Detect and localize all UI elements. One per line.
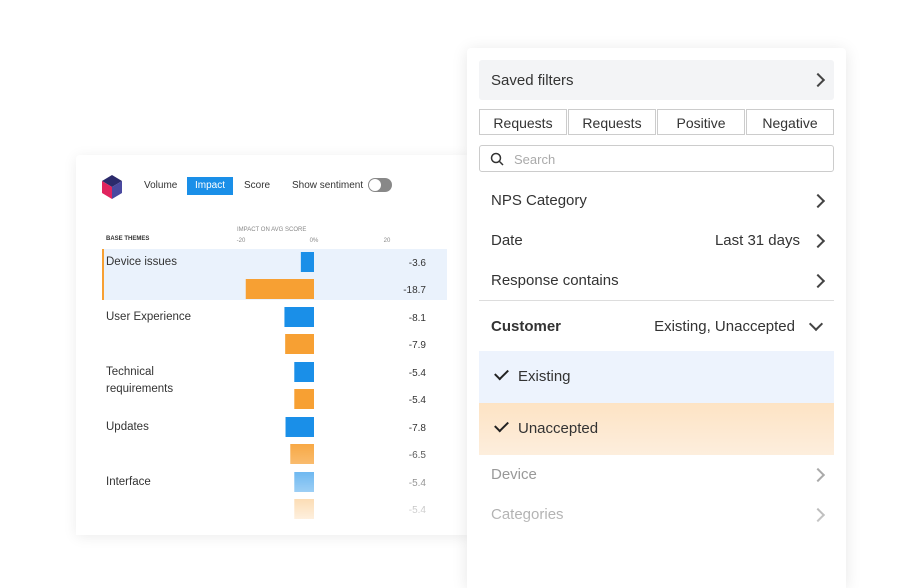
option-label: Existing bbox=[518, 368, 571, 385]
search-box[interactable]: Search bbox=[479, 145, 834, 172]
filter-value: Last 31 days bbox=[714, 232, 800, 249]
axis-title: IMPACT ON AVG SCORE bbox=[237, 227, 307, 233]
axis-tick-label: 20 bbox=[384, 238, 391, 244]
tab[interactable]: Positive bbox=[657, 109, 745, 135]
chevron bbox=[810, 467, 826, 483]
fade bbox=[467, 488, 846, 588]
filter-panel: Saved filters Requests Requests Positive Ne… bbox=[467, 48, 846, 588]
search-placeholder: Search bbox=[514, 152, 556, 167]
impact-bar bbox=[285, 334, 314, 354]
customer-option[interactable]: Existing bbox=[479, 351, 834, 403]
filter-label[interactable]: Response contains bbox=[491, 272, 619, 289]
impact-bar bbox=[285, 417, 314, 437]
theme-name: Interface bbox=[106, 476, 151, 488]
tab[interactable]: Requests bbox=[568, 109, 656, 135]
axis-tick-label: 0% bbox=[310, 238, 319, 244]
checkmark bbox=[494, 365, 509, 381]
impact-value: -5.4 bbox=[409, 368, 427, 379]
impact-value: -7.8 bbox=[409, 423, 427, 434]
filter-label[interactable]: NPS Category bbox=[491, 192, 587, 209]
filter-label[interactable]: Device bbox=[491, 466, 537, 483]
chevron bbox=[810, 72, 826, 88]
tab[interactable]: Requests bbox=[479, 109, 567, 135]
themes-header: BASE THEMES bbox=[106, 236, 150, 242]
impact-value: -3.6 bbox=[409, 258, 427, 269]
view-toggle[interactable]: Score bbox=[244, 180, 271, 191]
theme-name: User Experience bbox=[106, 311, 192, 323]
option-label: Unaccepted bbox=[518, 420, 599, 437]
chevron-down[interactable] bbox=[808, 316, 824, 332]
saved-filters[interactable]: Saved filters bbox=[479, 60, 834, 100]
filter-label[interactable]: Date bbox=[491, 232, 523, 249]
divider bbox=[479, 300, 834, 301]
checkmark bbox=[494, 417, 509, 433]
view-toggle[interactable]: Impact bbox=[187, 177, 234, 195]
logo bbox=[102, 175, 122, 199]
axis-tick-label: -20 bbox=[237, 238, 246, 244]
theme-name: Technical requirements bbox=[106, 366, 174, 395]
impact-value: -5.4 bbox=[409, 395, 427, 406]
chevron bbox=[810, 193, 826, 209]
sentiment-switch[interactable] bbox=[368, 178, 392, 192]
impact-value: -7.9 bbox=[409, 340, 427, 351]
impact-bar bbox=[245, 279, 314, 299]
fade bbox=[76, 435, 470, 535]
chevron bbox=[810, 233, 826, 249]
impact-value: -8.1 bbox=[409, 313, 427, 324]
tab[interactable]: Negative bbox=[746, 109, 834, 135]
impact-bar bbox=[294, 362, 314, 382]
theme-name: Device issues bbox=[106, 256, 177, 268]
chevron bbox=[810, 273, 826, 289]
impact-value: -18.7 bbox=[403, 285, 426, 296]
saved-filters-label: Saved filters bbox=[491, 72, 574, 89]
impact-bar bbox=[300, 252, 314, 272]
impact-bar bbox=[294, 389, 314, 409]
theme-name: Updates bbox=[106, 421, 149, 433]
search-icon bbox=[490, 152, 504, 166]
sentiment-label: Show sentiment bbox=[292, 180, 364, 191]
customer-value: Existing, Unaccepted bbox=[654, 318, 795, 335]
customer-label: Customer bbox=[491, 318, 562, 335]
view-toggle[interactable]: Volume bbox=[144, 180, 178, 191]
impact-bar bbox=[284, 307, 314, 327]
impact-card: Volume Impact Score Show sentiment BASE TH… bbox=[76, 155, 470, 535]
customer-option[interactable]: Unaccepted bbox=[479, 403, 834, 455]
page: Volume Impact Score Show sentiment BASE TH… bbox=[76, 60, 846, 588]
